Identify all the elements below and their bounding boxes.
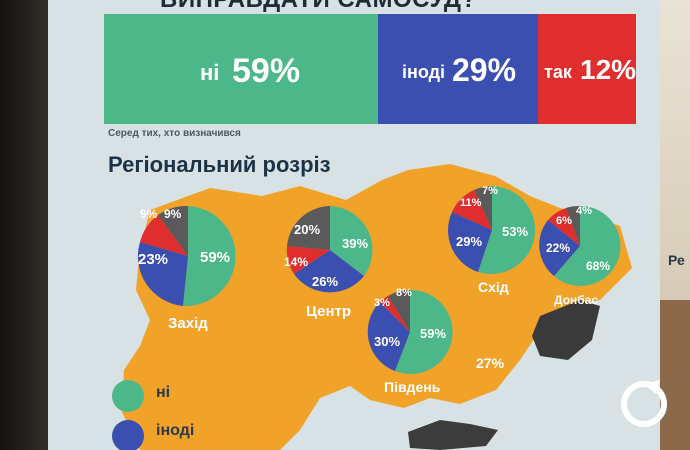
pie-donbas: 68% 22% 6% 4% Донбас [539,205,621,307]
legend-label-sometimes: іноді [156,422,195,439]
pie-pivden-no [395,289,453,374]
pie-donbas-label-sometimes: 22% [546,241,570,255]
bar-sometimes: іноді 29% [378,14,538,124]
pie-donbas-yes [548,208,580,246]
pie-pivden-undecided [388,289,410,332]
pie-donbas-label-undecided: 4% [576,205,592,217]
pie-skhid-label-undecided: 7% [482,185,498,197]
pie-tsentr-yes [286,246,330,274]
pie-tsentr-label-sometimes: 26% [312,274,338,289]
bar-no-value: 59% [232,52,301,90]
pie-donbas-no [554,205,621,286]
bar-no: ні 59% [104,14,378,124]
pie-tsentr-label-yes: 14% [284,255,308,269]
pie-pivden-label-yes: 3% [374,297,390,309]
pie-donbas-label-no: 68% [586,259,610,273]
map-crimea [408,420,498,450]
pie-skhid-sometimes [448,212,492,272]
pie-pivden-yes [380,296,410,332]
bar-yes: так 12% [538,14,636,124]
pie-skhid-label-no: 53% [502,224,528,239]
pie-skhid-label-yes: 11% [460,197,482,209]
pie-tsentr-label-no: 39% [342,236,368,251]
pie-zakhid: 59% 23% 9% 9% Захід [137,205,236,332]
pie-tsentr-label-undecided: 20% [294,222,320,237]
pie-pivden-label-undecided: 8% [396,287,412,299]
bar-sometimes-value: 29% [452,52,517,88]
pie-tsentr-sometimes [294,250,364,293]
pie-zakhid-label-yes: 9% [140,207,158,221]
pie-skhid-label-sometimes: 29% [456,234,482,249]
pie-pivden: 59% 30% 3% 8% Південь [367,287,453,395]
bar-yes-value: 12% [580,54,637,85]
pie-donbas-undecided [566,205,580,246]
pie-tsentr: 39% 26% 14% 20% Центр [284,206,373,320]
pie-donbas-sometimes [539,220,580,276]
pie-zakhid-label-sometimes: 23% [138,251,168,268]
extra-value-label: 27% [476,355,505,371]
pie-skhid-undecided [474,186,492,230]
bar-no-label: ні [200,60,220,85]
pie-zakhid-no [183,206,236,307]
pie-zakhid-yes [140,215,188,256]
poster-question: ВИПРАВДАТИ САМОСУД? [160,0,477,14]
odessa-logo-icon [621,380,667,427]
pie-pivden-label-sometimes: 30% [374,334,400,349]
bar-sometimes-label: іноді [402,62,446,82]
pie-zakhid-undecided [158,205,188,256]
section-title: Регіональний розріз [108,152,331,177]
legend-label-no: ні [156,384,171,401]
map-donbas-dark [532,300,600,360]
pie-skhid-no [478,186,536,274]
region-skhid: Схід [478,279,509,295]
note-text: Серед тих, хто визначився [108,128,241,139]
legend-dot-no [112,380,144,412]
pie-tsentr-no [330,206,373,276]
region-zakhid: Захід [168,315,208,332]
pie-tsentr-undecided [287,206,330,250]
bar-yes-label: так [544,62,572,82]
region-donbas: Донбас [554,293,598,307]
region-tsentr: Центр [306,303,351,320]
pie-zakhid-sometimes [137,242,188,306]
pie-skhid: 53% 29% 11% 7% Схід [448,185,536,295]
pie-zakhid-label-undecided: 9% [164,207,182,221]
pie-pivden-label-no: 59% [420,326,446,341]
legend-dot-sometimes [112,420,144,450]
pie-zakhid-label-no: 59% [200,249,230,266]
pie-pivden-sometimes [367,302,410,371]
pie-skhid-yes [452,190,492,230]
right-edge-text: Ре [668,252,685,268]
region-pivden: Південь [384,379,441,395]
pie-donbas-label-yes: 6% [556,215,572,227]
